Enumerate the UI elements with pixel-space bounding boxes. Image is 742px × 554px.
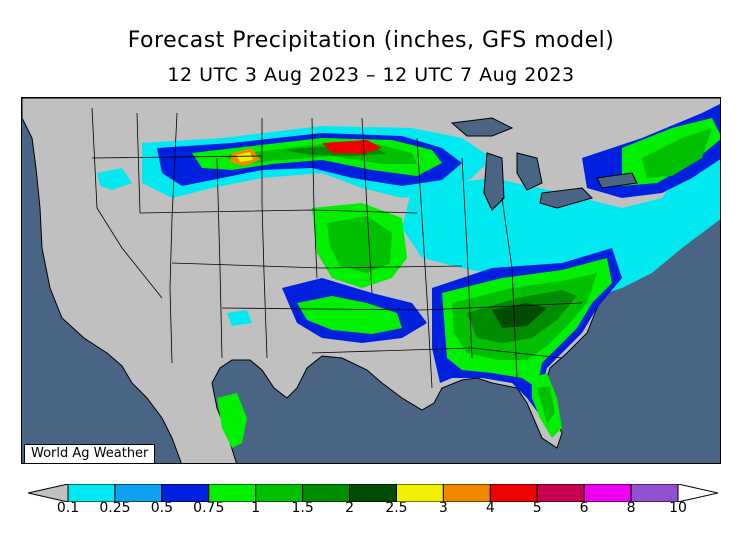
legend-scale — [27, 483, 719, 503]
precipitation-map — [21, 97, 721, 464]
precip-shading — [97, 104, 720, 448]
legend-label: 2.5 — [385, 500, 408, 516]
legend-label: 8 — [626, 500, 636, 516]
legend-label: 4 — [485, 500, 495, 516]
legend-above-max-arrow — [677, 483, 719, 503]
legend-label: 6 — [579, 500, 589, 516]
legend-label: 5 — [532, 500, 542, 516]
legend-label: 0.25 — [99, 500, 131, 516]
state-borders — [91, 107, 583, 389]
legend-label: 2 — [345, 500, 354, 516]
map-canvas — [22, 98, 720, 463]
legend-label: 0.1 — [56, 500, 80, 516]
color-legend — [27, 483, 719, 506]
map-title: Forecast Precipitation (inches, GFS mode… — [127, 28, 615, 53]
legend-labels: 0.1 0.25 0.5 0.75 1 1.5 2 2.5 3 4 5 6 8 10 — [0, 500, 742, 520]
credit-label: World Ag Weather — [24, 444, 156, 464]
map-subtitle: 12 UTC 3 Aug 2023 – 12 UTC 7 Aug 2023 — [167, 64, 575, 86]
legend-label: 0.75 — [193, 500, 225, 516]
legend-label: 10 — [669, 500, 687, 516]
legend-label: 3 — [438, 500, 448, 516]
legend-label: 1 — [251, 500, 261, 516]
great-lakes — [450, 117, 638, 211]
legend-label: 1.5 — [291, 500, 314, 516]
legend-label: 0.5 — [150, 500, 173, 516]
